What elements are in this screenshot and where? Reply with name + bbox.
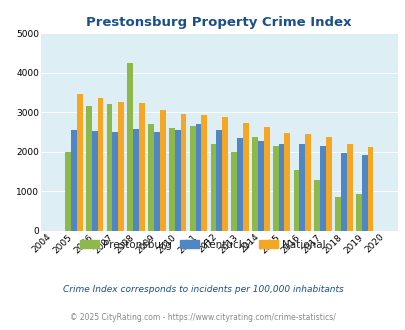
Bar: [127, 63, 133, 231]
Bar: [263, 127, 269, 231]
Bar: [118, 102, 124, 231]
Text: Crime Index corresponds to incidents per 100,000 inhabitants: Crime Index corresponds to incidents per…: [62, 285, 343, 294]
Bar: [222, 117, 227, 231]
Bar: [65, 152, 71, 231]
Bar: [201, 115, 207, 231]
Bar: [237, 138, 242, 231]
Text: © 2025 CityRating.com - https://www.cityrating.com/crime-statistics/: © 2025 CityRating.com - https://www.city…: [70, 313, 335, 322]
Bar: [148, 124, 153, 231]
Bar: [189, 126, 195, 231]
Bar: [284, 133, 290, 231]
Bar: [231, 152, 237, 231]
Bar: [257, 141, 263, 231]
Bar: [305, 134, 310, 231]
Bar: [313, 180, 320, 231]
Bar: [252, 137, 257, 231]
Bar: [180, 114, 186, 231]
Bar: [340, 152, 346, 231]
Bar: [298, 144, 305, 231]
Bar: [216, 130, 222, 231]
Bar: [272, 146, 278, 231]
Bar: [175, 130, 180, 231]
Bar: [334, 197, 340, 231]
Bar: [210, 144, 216, 231]
Bar: [97, 98, 103, 231]
Bar: [133, 129, 139, 231]
Bar: [242, 123, 248, 231]
Bar: [112, 132, 118, 231]
Bar: [346, 144, 352, 231]
Bar: [195, 124, 201, 231]
Bar: [320, 146, 325, 231]
Bar: [160, 110, 165, 231]
Bar: [71, 130, 77, 231]
Title: Prestonsburg Property Crime Index: Prestonsburg Property Crime Index: [86, 16, 351, 29]
Bar: [355, 194, 361, 231]
Bar: [293, 170, 298, 231]
Bar: [153, 132, 160, 231]
Bar: [367, 147, 373, 231]
Bar: [107, 104, 112, 231]
Bar: [325, 137, 331, 231]
Bar: [92, 131, 97, 231]
Legend: Prestonsburg, Kentucky, National: Prestonsburg, Kentucky, National: [76, 236, 329, 254]
Bar: [168, 128, 175, 231]
Bar: [86, 106, 92, 231]
Bar: [139, 104, 145, 231]
Bar: [361, 155, 367, 231]
Bar: [278, 144, 284, 231]
Bar: [77, 94, 82, 231]
